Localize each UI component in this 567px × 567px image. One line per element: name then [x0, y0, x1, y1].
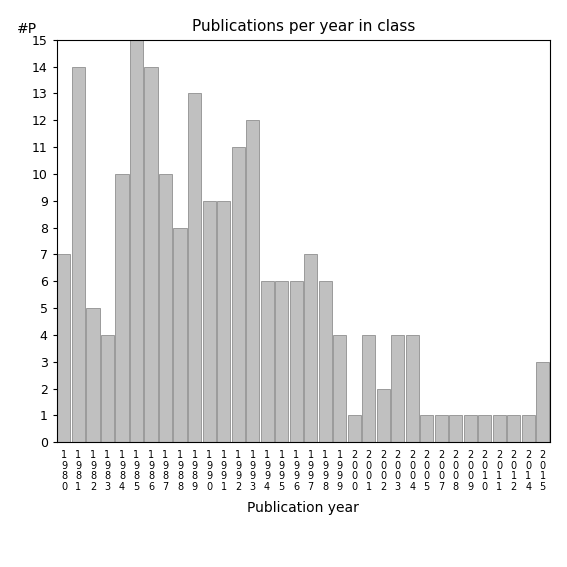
Bar [130, 40, 143, 442]
Bar [86, 308, 99, 442]
Bar [493, 416, 506, 442]
Bar [420, 416, 433, 442]
Bar [174, 227, 187, 442]
Bar [290, 281, 303, 442]
Bar [478, 416, 491, 442]
Bar [464, 416, 477, 442]
Bar [333, 335, 346, 442]
Bar [522, 416, 535, 442]
Bar [275, 281, 288, 442]
Bar [231, 147, 244, 442]
Text: #P: #P [17, 22, 37, 36]
Bar [101, 335, 114, 442]
Bar [188, 94, 201, 442]
Bar [145, 66, 158, 442]
Bar [435, 416, 448, 442]
Bar [116, 174, 129, 442]
Bar [202, 201, 215, 442]
Bar [376, 388, 390, 442]
Bar [507, 416, 521, 442]
Bar [405, 335, 418, 442]
Bar [246, 120, 259, 442]
Bar [362, 335, 375, 442]
Title: Publications per year in class: Publications per year in class [192, 19, 415, 35]
Bar [159, 174, 172, 442]
Bar [304, 255, 317, 442]
Bar [449, 416, 462, 442]
Bar [536, 362, 549, 442]
X-axis label: Publication year: Publication year [247, 501, 359, 515]
Bar [217, 201, 230, 442]
Bar [57, 255, 70, 442]
Bar [319, 281, 332, 442]
Bar [391, 335, 404, 442]
Bar [72, 66, 85, 442]
Bar [261, 281, 274, 442]
Bar [348, 416, 361, 442]
